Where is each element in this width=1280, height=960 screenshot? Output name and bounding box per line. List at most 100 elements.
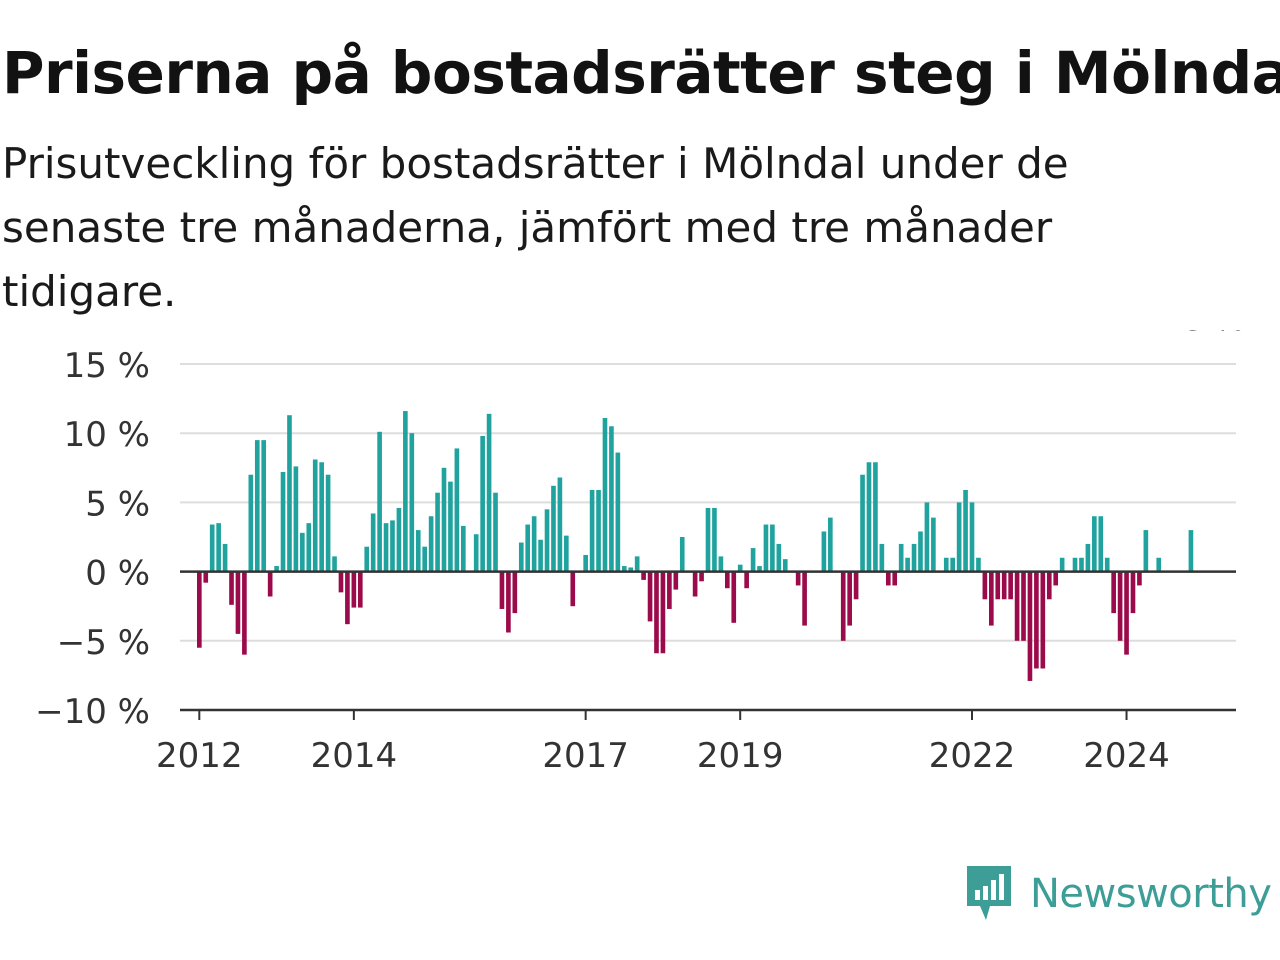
bar [254,440,260,572]
bar [982,571,988,600]
bar [718,556,724,572]
bar [338,571,344,593]
newsworthy-logo-icon [964,862,1014,926]
bar [1188,530,1194,572]
bar [564,535,569,572]
brand-name: Newsworthy [1030,871,1272,917]
bar [757,566,762,572]
bar [943,557,949,572]
bar [712,507,717,572]
bar [274,566,279,572]
bar [931,517,936,572]
bar [1040,571,1046,669]
bar [1001,571,1007,600]
bar [531,516,537,572]
bar [287,415,292,572]
chart-title: Priserna på bostadsrätter steg i Mölndal [2,39,1280,107]
bar [518,542,524,572]
y-tick-label: 0 % [85,554,150,594]
bar [229,571,234,605]
bar [409,433,415,572]
bar [1098,516,1104,572]
y-tick-label: −5 % [57,623,150,663]
bar [776,543,782,572]
bar [731,571,737,623]
bar [197,571,202,648]
bar [332,556,337,572]
bar [1156,557,1162,572]
bar [306,523,312,572]
bar [628,567,634,572]
bar [621,566,627,572]
bar [602,417,608,572]
y-tick-label: 10 % [64,415,150,455]
bar [898,543,904,572]
bar [280,471,286,572]
bar [403,411,408,572]
bar [795,571,801,586]
bar [737,564,743,572]
bar [493,492,498,572]
bar [203,571,209,583]
bar [763,524,769,572]
bar [235,571,241,634]
bar [538,539,543,572]
bar [1059,557,1065,572]
bar [300,532,305,572]
gridlines [180,363,1236,642]
bar [660,571,666,654]
bar [1021,571,1026,641]
bar [976,557,981,572]
y-tick-label: 15 % [64,346,150,386]
bar [1053,571,1059,586]
bar [1085,543,1091,572]
bar [583,554,588,572]
bar [924,502,930,572]
bar [242,571,247,655]
bar [480,435,485,572]
y-tick-label: −10 % [35,692,150,732]
bar [364,546,370,572]
bar [963,489,968,572]
bar [1117,571,1123,641]
bar [956,502,962,572]
bars [180,411,1236,681]
bar [892,571,898,586]
bar [370,513,376,572]
bar [506,571,511,633]
newsworthy-logo: Newsworthy [964,862,1272,926]
x-axis: 2012 2014 2017 2019 2022 2024 [156,708,1236,776]
x-tick-label: 2017 [542,736,629,776]
bar [461,525,466,572]
chart-subtitle: Prisutveckling för bostadsrätter i Mölnd… [2,139,1069,316]
bar [325,474,331,572]
bar [415,530,421,572]
bar [448,481,453,572]
x-tick-label: 2024 [1083,736,1170,776]
bar [473,534,479,572]
bar [821,531,827,572]
bar [1137,571,1142,586]
bar [744,571,749,589]
bar [828,517,833,572]
bar [1104,557,1110,572]
bar [570,571,576,607]
bar [609,426,614,572]
bar [673,571,679,590]
bar [866,462,872,572]
bar [1124,571,1129,655]
x-tick-label: 2019 [697,736,784,776]
bar [1027,571,1033,681]
bar [499,571,505,609]
bar [589,489,595,572]
bar [1111,571,1116,614]
latest-value-label: 3 % [1184,330,1245,338]
bar [209,524,215,572]
bar [1092,516,1097,572]
bar [634,556,640,572]
bar [1034,571,1039,669]
bar [377,431,382,572]
bar [216,523,221,572]
bar [267,571,273,597]
bar [351,571,357,608]
